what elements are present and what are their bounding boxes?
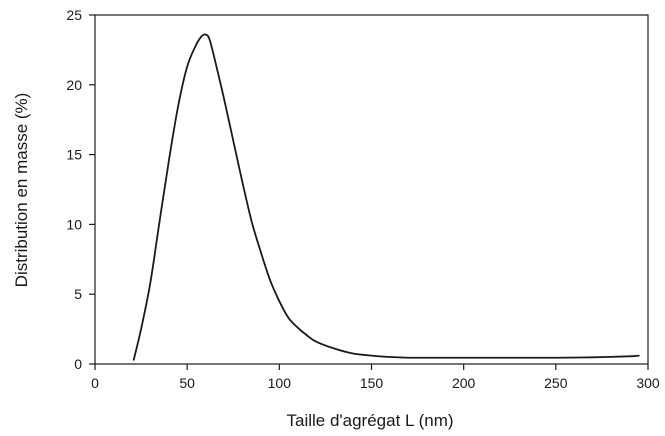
x-axis-title: Taille d'agrégat L (nm)	[286, 411, 453, 430]
y-axis-title: Distribution en masse (%)	[12, 93, 31, 288]
y-tick-label: 20	[66, 77, 82, 93]
y-tick-label: 15	[66, 147, 82, 163]
x-tick-label: 100	[268, 375, 292, 391]
series-line	[132, 33, 640, 361]
x-tick-label: 0	[91, 375, 99, 391]
y-tick-label: 0	[74, 356, 82, 372]
y-axis: 0 5 10 15 20 25	[66, 7, 95, 372]
x-axis: 0 50 100 150 200 250 300	[91, 364, 660, 391]
plot-border	[94, 14, 649, 365]
y-tick-label: 10	[66, 216, 82, 232]
x-tick-label: 50	[179, 375, 195, 391]
plot-frame	[94, 14, 649, 365]
x-tick-label: 300	[636, 375, 660, 391]
y-tick-label: 5	[74, 286, 82, 302]
x-tick-label: 200	[452, 375, 476, 391]
x-tick-label: 250	[544, 375, 568, 391]
x-tick-label: 150	[360, 375, 384, 391]
y-tick-label: 25	[66, 7, 82, 23]
